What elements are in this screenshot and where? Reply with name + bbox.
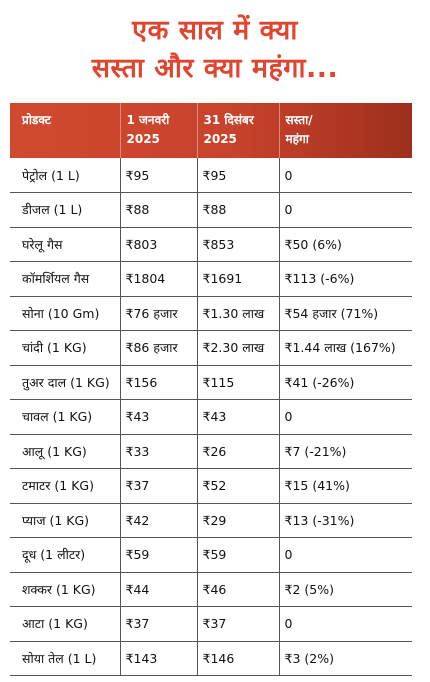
product-cell: घरेलू गैस [10, 226, 121, 262]
price-table: प्रोडक्ट 1 जनवरी 2025 31 दिसंबर 2025 सस्ता/ म… [10, 103, 412, 676]
table-row: कॉमर्शियल गैस ₹1804 ₹1691 ₹113 (-6%) [10, 261, 412, 297]
product-cell: डीजल (1 L) [10, 192, 121, 228]
product-cell: दूध (1 लीटर) [10, 537, 121, 573]
dec-price-cell: ₹1691 [196, 261, 280, 297]
table-row: चावल (1 KG) ₹43 ₹43 0 [10, 399, 412, 435]
table-row: चांदी (1 KG) ₹86 हजार ₹2.30 लाख ₹1.44 लाख (… [10, 330, 412, 366]
change-cell: ₹13 (-31%) [278, 502, 412, 538]
table-row: डीजल (1 L) ₹88 ₹88 0 [10, 192, 412, 228]
header-product-line-2 [22, 130, 114, 149]
table-row: आटा (1 KG) ₹37 ₹37 0 [10, 606, 412, 642]
change-cell: ₹2 (5%) [278, 571, 412, 607]
jan-price-cell: ₹803 [119, 226, 198, 262]
change-cell: ₹50 (6%) [278, 226, 412, 262]
table-row: सोना (10 Gm) ₹76 हजार ₹1.30 लाख ₹54 हजार (7… [10, 295, 412, 331]
header-jan-2025: 1 जनवरी 2025 [119, 103, 197, 158]
header-product-line-1: प्रोडक्ट [22, 113, 51, 127]
dec-price-cell: ₹52 [196, 468, 280, 504]
table-row: टमाटर (1 KG) ₹37 ₹52 ₹15 (41%) [10, 468, 412, 504]
product-cell: प्याज (1 KG) [10, 502, 121, 538]
dec-price-cell: ₹853 [196, 226, 280, 262]
change-cell: 0 [278, 158, 412, 193]
change-cell: ₹7 (-21%) [278, 433, 412, 469]
table-row: पेट्रोल (1 L) ₹95 ₹95 0 [10, 158, 412, 193]
dec-price-cell: ₹37 [196, 606, 280, 642]
product-cell: पेट्रोल (1 L) [10, 158, 121, 193]
product-cell: तुअर दाल (1 KG) [10, 364, 121, 400]
dec-price-cell: ₹1.30 लाख [196, 295, 280, 331]
change-cell: 0 [278, 606, 412, 642]
product-cell: आलू (1 KG) [10, 433, 121, 469]
header-product: प्रोडक्ट [10, 103, 120, 158]
headline: एक साल में क्या सस्ता और क्या महंगा... [0, 0, 430, 88]
change-cell: ₹3 (2%) [278, 640, 412, 676]
dec-price-cell: ₹26 [196, 433, 280, 469]
dec-price-cell: ₹88 [196, 192, 280, 228]
jan-price-cell: ₹37 [119, 468, 198, 504]
header-dec-2025: 31 दिसंबर 2025 [196, 103, 279, 158]
price-table-container: प्रोडक्ट 1 जनवरी 2025 31 दिसंबर 2025 सस्ता/ म… [10, 103, 412, 676]
change-cell: ₹1.44 लाख (167%) [278, 330, 412, 366]
table-row: आलू (1 KG) ₹33 ₹26 ₹7 (-21%) [10, 433, 412, 469]
jan-price-cell: ₹59 [119, 537, 198, 573]
product-cell: टमाटर (1 KG) [10, 468, 121, 504]
product-cell: सोना (10 Gm) [10, 295, 121, 331]
change-cell: 0 [278, 537, 412, 573]
table-body: पेट्रोल (1 L) ₹95 ₹95 0 डीजल (1 L) ₹88 ₹88 0 घरे… [10, 158, 412, 676]
dec-price-cell: ₹95 [196, 158, 280, 193]
header-change-line-1: सस्ता/ [285, 113, 313, 127]
jan-price-cell: ₹76 हजार [119, 295, 198, 331]
change-cell: 0 [278, 192, 412, 228]
product-cell: कॉमर्शियल गैस [10, 261, 121, 297]
jan-price-cell: ₹44 [119, 571, 198, 607]
table-header-row: प्रोडक्ट 1 जनवरी 2025 31 दिसंबर 2025 सस्ता/ म… [10, 103, 412, 158]
change-cell: ₹54 हजार (71%) [278, 295, 412, 331]
product-cell: चावल (1 KG) [10, 399, 121, 435]
dec-price-cell: ₹46 [196, 571, 280, 607]
header-jan-2025-line-2: 2025 [126, 132, 160, 146]
table-row: शक्कर (1 KG) ₹44 ₹46 ₹2 (5%) [10, 571, 412, 607]
jan-price-cell: ₹86 हजार [119, 330, 198, 366]
header-dec-2025-line-1: 31 दिसंबर [203, 113, 254, 127]
table-row: तुअर दाल (1 KG) ₹156 ₹115 ₹41 (-26%) [10, 364, 412, 400]
dec-price-cell: ₹59 [196, 537, 280, 573]
dec-price-cell: ₹43 [196, 399, 280, 435]
jan-price-cell: ₹156 [119, 364, 198, 400]
change-cell: ₹41 (-26%) [278, 364, 412, 400]
dec-price-cell: ₹2.30 लाख [196, 330, 280, 366]
change-cell: ₹113 (-6%) [278, 261, 412, 297]
header-change-line-2: महंगा [285, 132, 309, 146]
product-cell: आटा (1 KG) [10, 606, 121, 642]
jan-price-cell: ₹43 [119, 399, 198, 435]
jan-price-cell: ₹143 [119, 640, 198, 676]
dec-price-cell: ₹29 [196, 502, 280, 538]
headline-line-1: एक साल में क्या [132, 15, 298, 46]
jan-price-cell: ₹42 [119, 502, 198, 538]
header-dec-2025-line-2: 2025 [203, 132, 237, 146]
jan-price-cell: ₹33 [119, 433, 198, 469]
product-cell: सोया तेल (1 L) [10, 640, 121, 676]
change-cell: 0 [278, 399, 412, 435]
jan-price-cell: ₹37 [119, 606, 198, 642]
product-cell: चांदी (1 KG) [10, 330, 121, 366]
headline-line-2: सस्ता और क्या महंगा... [91, 53, 339, 84]
table-row: घरेलू गैस ₹803 ₹853 ₹50 (6%) [10, 226, 412, 262]
change-cell: ₹15 (41%) [278, 468, 412, 504]
table-row: सोया तेल (1 L) ₹143 ₹146 ₹3 (2%) [10, 640, 412, 676]
dec-price-cell: ₹115 [196, 364, 280, 400]
dec-price-cell: ₹146 [196, 640, 280, 676]
table-row: दूध (1 लीटर) ₹59 ₹59 0 [10, 537, 412, 573]
table-row: प्याज (1 KG) ₹42 ₹29 ₹13 (-31%) [10, 502, 412, 538]
header-change: सस्ता/ महंगा [278, 103, 412, 158]
jan-price-cell: ₹95 [119, 158, 198, 193]
product-cell: शक्कर (1 KG) [10, 571, 121, 607]
jan-price-cell: ₹1804 [119, 261, 198, 297]
jan-price-cell: ₹88 [119, 192, 198, 228]
header-jan-2025-line-1: 1 जनवरी [126, 113, 170, 127]
